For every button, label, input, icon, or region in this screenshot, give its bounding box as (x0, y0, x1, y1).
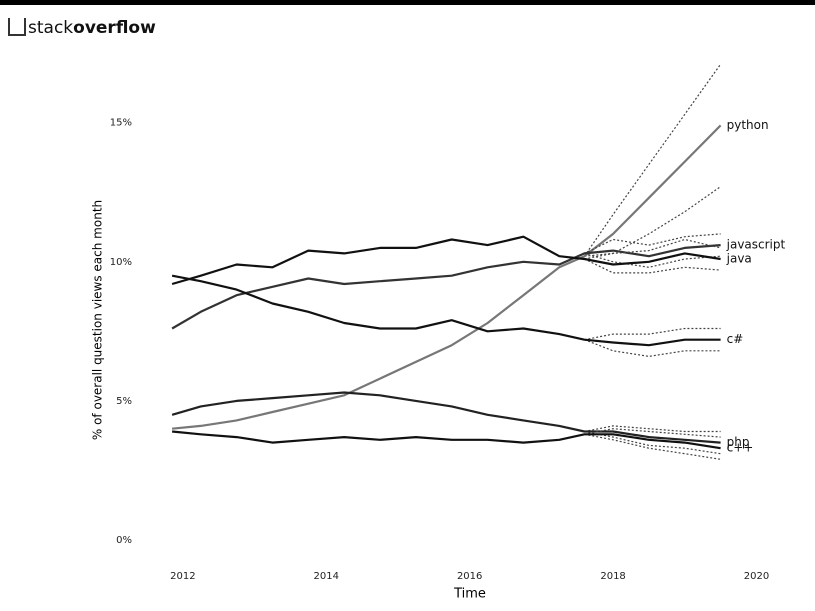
top-bar (0, 0, 815, 5)
series-label: php (727, 435, 750, 449)
series-line (171, 391, 721, 444)
x-tick-label: 2016 (457, 571, 482, 582)
logo[interactable]: stackoverflow (8, 18, 156, 38)
forecast-bound (584, 238, 721, 260)
brand-bold: overflow (73, 18, 156, 38)
brand-light: stack (28, 18, 74, 38)
forecast-bound (584, 339, 721, 358)
x-tick-label: 2018 (600, 571, 625, 582)
y-tick-label: 0% (116, 535, 132, 546)
y-tick-label: 5% (116, 396, 132, 407)
forecast-bound (584, 258, 721, 274)
forecast-bound (583, 63, 722, 257)
y-tick-label: 10% (110, 257, 132, 268)
logo-icon (8, 18, 26, 36)
series-label: javascript (726, 238, 786, 252)
series-label: c# (727, 332, 744, 346)
forecast-bound (584, 433, 721, 460)
forecast-bound (584, 186, 721, 257)
series-line (171, 235, 721, 286)
x-tick-label: 2014 (314, 571, 339, 582)
forecast-bound (584, 430, 721, 455)
forecast-bound (584, 425, 721, 433)
series-line (171, 274, 721, 347)
forecast-bound (584, 428, 721, 438)
x-axis-label: Time (453, 587, 486, 602)
series-line (171, 430, 721, 450)
series-label: c++ (727, 441, 754, 455)
forecast-bound (584, 233, 721, 254)
y-axis-label: % of overall question views each month (91, 200, 105, 440)
forecast-bound (584, 327, 721, 341)
series-line (171, 244, 721, 330)
series-line (171, 124, 722, 430)
series-label: python (727, 118, 769, 132)
series-label: java (726, 251, 752, 265)
x-tick-label: 2012 (170, 571, 195, 582)
y-tick-label: 15% (110, 118, 132, 129)
x-tick-label: 2020 (744, 571, 769, 582)
